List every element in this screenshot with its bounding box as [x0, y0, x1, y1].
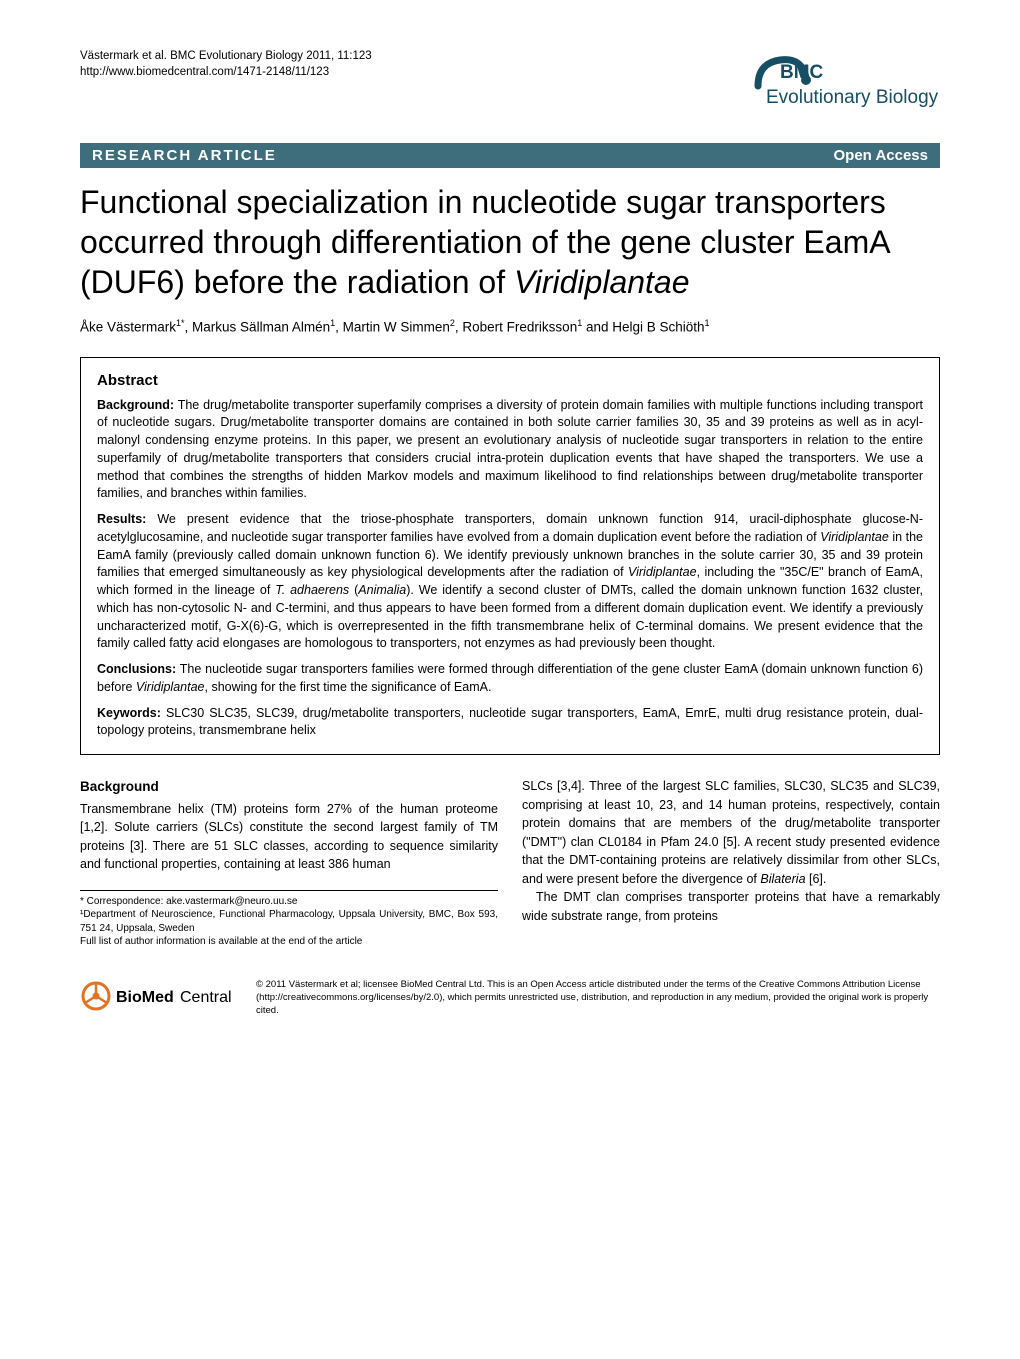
conclusions-label: Conclusions: [97, 662, 176, 676]
open-access-label: Open Access [834, 147, 929, 164]
biomed-central-logo: BioMed Central [80, 979, 240, 1018]
license-text: © 2011 Västermark et al; licensee BioMed… [256, 979, 940, 1017]
citation-line-1: Västermark et al. BMC Evolutionary Biolo… [80, 48, 372, 64]
abstract-keywords: Keywords: SLC30 SLC35, SLC39, drug/metab… [97, 705, 923, 741]
correspondence-line: * Correspondence: ake.vastermark@neuro.u… [80, 895, 498, 909]
body-col2-p1: SLCs [3,4]. Three of the largest SLC fam… [522, 777, 940, 888]
logo-journal-text: Evolutionary Biology [766, 87, 939, 108]
author-list: Åke Västermark1*, Markus Sällman Almén1,… [80, 318, 940, 335]
article-title: Functional specialization in nucleotide … [80, 182, 940, 302]
article-type-bar: RESEARCH ARTICLE Open Access [80, 143, 940, 168]
results-text: We present evidence that the triose-phos… [97, 512, 923, 650]
affiliation-note: Full list of author information is avail… [80, 935, 498, 949]
abstract-conclusions: Conclusions: The nucleotide sugar transp… [97, 661, 923, 697]
keywords-label: Keywords: [97, 706, 161, 720]
background-label: Background: [97, 398, 174, 412]
logo-prefix-text: BMC [780, 62, 824, 83]
svg-text:Central: Central [180, 989, 232, 1006]
footnotes: * Correspondence: ake.vastermark@neuro.u… [80, 890, 498, 949]
page-header: Västermark et al. BMC Evolutionary Biolo… [80, 48, 940, 115]
citation-line-2: http://www.biomedcentral.com/1471-2148/1… [80, 64, 372, 80]
abstract-heading: Abstract [97, 372, 923, 389]
results-label: Results: [97, 512, 146, 526]
background-text: The drug/metabolite transporter superfam… [97, 398, 923, 501]
conclusions-text: The nucleotide sugar transporters famili… [97, 662, 923, 694]
body-col1-text: Transmembrane helix (TM) proteins form 2… [80, 800, 498, 874]
body-col2-p2: The DMT clan comprises transporter prote… [522, 888, 940, 925]
citation-block: Västermark et al. BMC Evolutionary Biolo… [80, 48, 372, 80]
abstract-background: Background: The drug/metabolite transpor… [97, 397, 923, 504]
article-type-label: RESEARCH ARTICLE [92, 147, 277, 164]
footer-bar: BioMed Central © 2011 Västermark et al; … [80, 969, 940, 1028]
abstract-results: Results: We present evidence that the tr… [97, 511, 923, 653]
abstract-box: Abstract Background: The drug/metabolite… [80, 357, 940, 756]
body-columns: Background Transmembrane helix (TM) prot… [80, 777, 940, 949]
column-right: SLCs [3,4]. Three of the largest SLC fam… [522, 777, 940, 949]
affiliation-1: ¹Department of Neuroscience, Functional … [80, 908, 498, 935]
journal-logo: BMC Evolutionary Biology [750, 48, 940, 115]
background-heading: Background [80, 777, 498, 797]
keywords-text: SLC30 SLC35, SLC39, drug/metabolite tran… [97, 706, 923, 738]
column-left: Background Transmembrane helix (TM) prot… [80, 777, 498, 949]
bmc-logo-svg: BMC Evolutionary Biology [750, 48, 940, 110]
svg-text:BioMed: BioMed [116, 989, 174, 1006]
